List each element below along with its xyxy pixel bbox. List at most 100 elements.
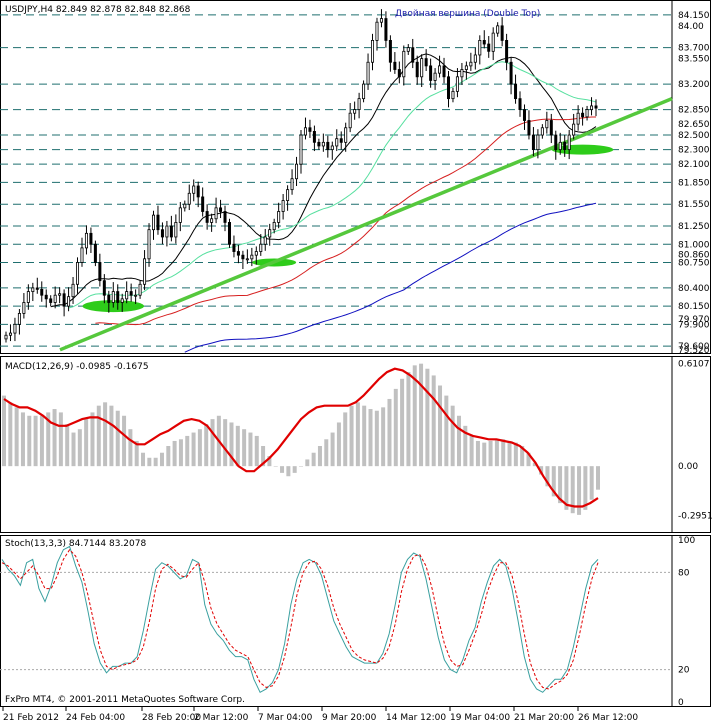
candle-body-96 [433, 72, 437, 81]
candle-body-35 [160, 229, 164, 238]
macd-bar-7 [46, 412, 51, 467]
macd-bar-88 [558, 466, 563, 504]
macd-bar-77 [488, 440, 493, 467]
candle-body-73 [330, 145, 334, 151]
candle-body-62 [281, 200, 285, 212]
candle-body-115 [518, 98, 522, 110]
candle-body-118 [531, 134, 535, 151]
candle-body-132 [594, 105, 598, 109]
price-panel-header: USDJPY,H4 82.849 82.878 82.848 82.868 [5, 5, 191, 15]
candle-body-70 [317, 141, 321, 147]
level-lines [0, 14, 672, 347]
candle-body-24 [111, 291, 115, 303]
macd-bar-81 [513, 442, 518, 467]
macd-bar-93 [589, 466, 594, 500]
macd-bar-75 [475, 440, 480, 467]
candle-body-71 [321, 141, 325, 147]
candle-body-48 [219, 207, 223, 212]
candle-body-43 [196, 185, 200, 198]
candle-body-59 [268, 229, 272, 238]
macd-bar-21 [134, 440, 139, 467]
candle-body-85 [384, 18, 388, 41]
candle-body-99 [446, 76, 450, 100]
copyright-footer: FxPro MT4, © 2001-2011 MetaQuotes Softwa… [5, 695, 245, 705]
candle-body-68 [308, 127, 312, 132]
candle-body-23 [107, 294, 111, 303]
candle-body-56 [254, 251, 258, 256]
candle-body-97 [438, 65, 442, 74]
stoch-panel: 100 80 20 0 Stoch(13,3,3) 84.7144 83.2078 F… [0, 535, 711, 708]
macd-bar-87 [551, 466, 556, 497]
candle-body-26 [120, 298, 124, 303]
candle-body-101 [455, 76, 459, 92]
price-label-14: 80.860 [678, 250, 710, 260]
trendline [59, 97, 673, 352]
macd-bar-56 [355, 402, 360, 467]
macd-bar-83 [526, 452, 531, 467]
macd-bar-74 [469, 435, 474, 467]
candle-body-127 [572, 123, 576, 136]
macd-bar-4 [27, 415, 32, 467]
macd-bar-52 [330, 432, 335, 467]
candle-body-108 [487, 43, 491, 52]
candle-body-95 [429, 65, 433, 81]
candle-body-20 [93, 243, 97, 263]
time-label-0: 21 Feb 2012 [3, 713, 59, 723]
macd-bar-66 [419, 363, 424, 467]
candle-body-17 [80, 247, 84, 263]
macd-bar-19 [122, 415, 127, 467]
macd-bar-59 [374, 410, 379, 467]
candle-body-126 [567, 134, 571, 151]
candle-body-116 [522, 109, 526, 121]
price-label-19: 79.900 [678, 320, 710, 330]
candle-body-27 [125, 291, 129, 300]
macd-panel-header: MACD(12,26,9) -0.0985 -0.1675 [5, 362, 149, 372]
macd-panel-border [0, 356, 711, 533]
trendline-line [59, 97, 673, 352]
candle-body-90 [406, 47, 410, 52]
candle-body-113 [509, 61, 513, 85]
macd-bar-40 [254, 435, 259, 467]
macd-bar-73 [463, 425, 468, 467]
stoch-label-1: 80 [678, 568, 690, 578]
time-axis-labels: 21 Feb 2012 24 Feb 04:00 28 Feb 20:002 Mar… [2, 707, 638, 723]
candle-body-22 [102, 280, 106, 296]
candle-body-107 [482, 40, 486, 45]
macd-bar-20 [128, 429, 133, 467]
candle-body-67 [303, 127, 307, 136]
candle-body-5 [26, 291, 30, 303]
macd-bar-80 [507, 440, 512, 467]
macd-bar-14 [90, 412, 95, 467]
ma-black-line [50, 53, 597, 308]
candle-body-30 [138, 283, 142, 296]
stoch-axis-labels: 100 80 20 0 [678, 536, 695, 708]
candle-body-57 [259, 243, 263, 252]
time-label-5: 9 Mar 20:00 [322, 713, 377, 723]
price-label-16: 80.400 [678, 284, 710, 294]
candle-body-39 [178, 207, 182, 223]
macd-bar-3 [20, 412, 25, 467]
candle-body-34 [156, 214, 160, 231]
candle-body-16 [76, 262, 80, 285]
candle-body-14 [67, 296, 71, 307]
macd-bar-71 [450, 405, 455, 467]
candle-body-31 [143, 258, 147, 285]
candle-body-125 [563, 141, 567, 151]
candle-body-117 [527, 120, 531, 136]
macd-bar-45 [286, 466, 291, 477]
candle-body-106 [478, 40, 482, 56]
candle-body-51 [232, 243, 236, 252]
macd-bar-39 [248, 432, 253, 467]
candle-body-81 [366, 61, 370, 85]
price-label-2: 83.700 [678, 44, 710, 54]
macd-bar-55 [349, 405, 354, 467]
candle-body-75 [339, 138, 343, 143]
macd-bar-29 [185, 435, 190, 467]
candle-body-2 [13, 323, 17, 334]
candle-body-104 [469, 61, 473, 67]
macd-bar-32 [204, 424, 209, 467]
candle-body-53 [241, 254, 245, 260]
candle-body-122 [549, 120, 553, 136]
time-label-3: 2 Mar 12:00 [194, 713, 249, 723]
